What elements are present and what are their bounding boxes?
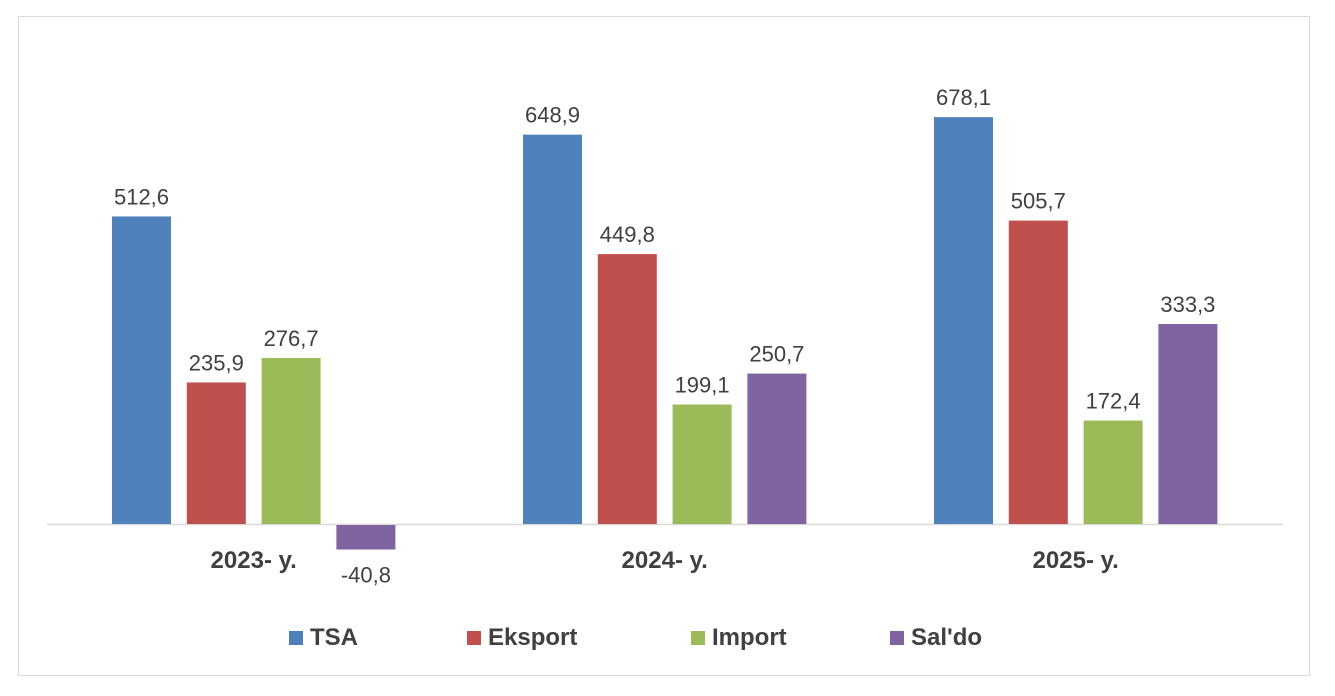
legend-label-eksport: Eksport — [488, 624, 578, 651]
data-label-import-1: 276,7 — [264, 326, 319, 351]
bar-eksport-1 — [186, 382, 246, 524]
legend-item-eksport: Eksport — [467, 618, 577, 658]
category-label-3: 2025- y. — [1033, 547, 1119, 574]
bar-saldo-2 — [747, 373, 807, 524]
bar-import-3 — [1083, 420, 1143, 524]
bar-eksport-2 — [597, 254, 657, 524]
legend-label-import: Import — [712, 624, 787, 651]
bar-saldo-1 — [336, 525, 396, 550]
data-label-saldo-3: 333,3 — [1160, 292, 1215, 317]
data-label-eksport-1: 235,9 — [189, 350, 244, 375]
data-label-eksport-2: 449,8 — [600, 222, 655, 247]
legend-item-tsa: TSA — [289, 618, 358, 658]
bar-tsa-3 — [934, 117, 993, 524]
legend-item-import: Import — [691, 618, 787, 658]
bar-saldo-3 — [1158, 324, 1218, 524]
legend-swatch-tsa — [289, 631, 303, 645]
bar-eksport-3 — [1008, 220, 1068, 524]
legend-item-saldo: Sal'do — [890, 618, 982, 658]
bar-tsa-2 — [523, 134, 582, 524]
legend-label-saldo: Sal'do — [911, 624, 983, 651]
legend-label-tsa: TSA — [310, 624, 358, 651]
data-label-import-2: 199,1 — [675, 373, 730, 398]
data-label-saldo-2: 250,7 — [749, 342, 804, 367]
legend-swatch-saldo — [890, 631, 904, 645]
data-label-import-3: 172,4 — [1086, 389, 1141, 414]
data-label-eksport-3: 505,7 — [1011, 189, 1066, 214]
data-label-saldo-1: -40,8 — [341, 562, 391, 587]
chart-frame — [18, 16, 1310, 676]
bar-import-2 — [672, 404, 732, 524]
legend-swatch-import — [691, 631, 705, 645]
data-label-tsa-3: 678,1 — [936, 85, 991, 110]
legend-swatch-eksport — [467, 631, 481, 645]
legend: TSA Eksport Import Sal'do — [0, 618, 1335, 658]
data-label-tsa-2: 648,9 — [525, 103, 580, 128]
data-label-tsa-1: 512,6 — [114, 184, 169, 209]
category-label-2: 2024- y. — [622, 547, 708, 574]
category-label-1: 2023- y. — [211, 547, 297, 574]
bar-import-1 — [261, 357, 321, 524]
bar-tsa-1 — [112, 216, 171, 524]
